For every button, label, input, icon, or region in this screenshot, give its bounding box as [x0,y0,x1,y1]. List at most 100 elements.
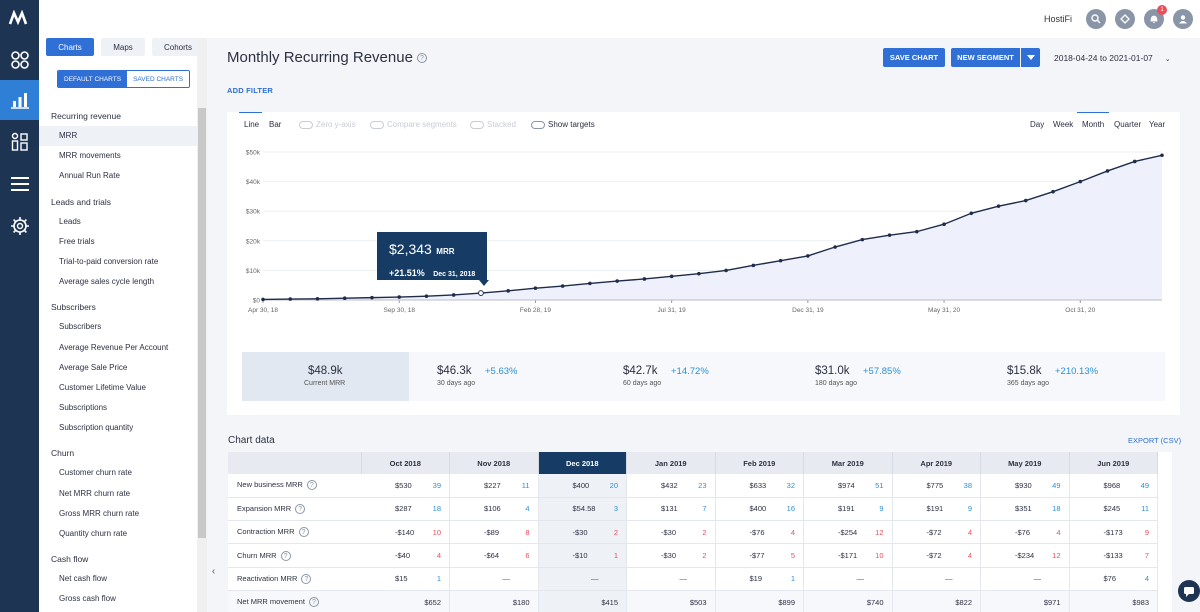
table-cell[interactable]: $652 [361,590,450,612]
table-cell[interactable]: -$64 6 [449,543,539,568]
data-point[interactable] [370,295,374,300]
data-point[interactable] [478,290,484,296]
table-cell[interactable]: $822 [892,590,981,612]
period-month[interactable]: Month [1077,112,1109,129]
table-cell[interactable]: $245 11 [1069,497,1158,522]
table-cell[interactable]: -$171 10 [803,543,893,568]
stacked-toggle[interactable]: Stacked [470,120,516,129]
tab-charts[interactable]: Charts [46,38,94,56]
list-icon[interactable] [0,164,39,204]
sidebar-item[interactable]: Net cash flow [59,574,108,584]
help-icon[interactable]: ? [298,527,309,538]
sidebar-scrollbar[interactable] [197,38,207,612]
table-cell[interactable]: -$30 2 [626,543,716,568]
save-chart-button[interactable]: SAVE CHART [883,48,945,67]
period-quarter[interactable]: Quarter [1114,120,1142,129]
help-icon[interactable]: ? [416,53,427,64]
show-targets-toggle[interactable]: Show targets [531,120,595,129]
table-cell[interactable]: -$40 4 [361,543,450,568]
column-header[interactable]: Oct 2018 [361,452,450,474]
table-cell[interactable]: $15 1 [361,567,450,591]
data-point[interactable] [424,294,429,298]
data-point[interactable] [669,274,674,279]
period-year[interactable]: Year [1149,120,1166,129]
table-cell[interactable]: $400 16 [715,497,804,522]
sidebar-item[interactable]: Subscription quantity [59,423,134,433]
table-cell[interactable]: $400 20 [538,474,627,498]
table-cell[interactable]: $227 11 [449,474,539,498]
table-cell[interactable]: -$72 4 [892,543,981,568]
data-point[interactable] [969,211,974,216]
data-point[interactable] [860,237,865,242]
column-header[interactable]: Jun 2019 [1069,452,1158,474]
table-cell[interactable]: -$133 7 [1069,543,1158,568]
column-header[interactable]: Mar 2019 [803,452,893,474]
data-point[interactable] [588,281,592,286]
data-point[interactable] [642,277,647,281]
table-cell[interactable]: — [803,567,893,591]
chart-type-line[interactable]: Line [239,112,262,129]
sidebar-item[interactable]: Annual Run Rate [59,171,120,181]
table-cell[interactable]: $131 7 [626,497,716,522]
help-icon[interactable]: ? [295,503,306,514]
sidebar-item[interactable]: Average Sale Price [59,362,128,372]
data-point[interactable] [615,279,619,283]
table-cell[interactable]: -$72 4 [892,520,981,545]
sidebar-item[interactable]: MRR [39,126,197,147]
table-cell[interactable]: -$173 9 [1069,520,1158,545]
table-cell[interactable]: $530 39 [361,474,450,498]
sidebar-item[interactable]: Gross MRR churn rate [59,508,140,518]
sidebar-item[interactable]: MRR movements [59,151,121,161]
table-cell[interactable]: $740 [803,590,893,612]
search-icon[interactable] [1086,9,1106,29]
data-point[interactable] [342,296,347,301]
data-point[interactable] [533,286,538,290]
sidebar-item[interactable]: Average sales cycle length [59,277,155,287]
column-header[interactable]: Dec 2018 [538,452,627,474]
data-point[interactable] [1160,153,1164,158]
account-name[interactable]: HostiFi [1043,14,1072,24]
chart-type-bar[interactable]: Bar [269,120,282,129]
table-cell[interactable]: -$76 4 [980,520,1070,545]
bell-icon[interactable]: 1 [1144,5,1167,29]
data-point[interactable] [915,229,919,234]
logo-icon[interactable] [8,10,32,30]
scrollbar-thumb[interactable] [198,108,206,538]
column-header[interactable]: Nov 2018 [449,452,539,474]
table-cell[interactable]: $415 [538,590,627,612]
table-cell[interactable]: $351 18 [980,497,1070,522]
table-cell[interactable]: $191 9 [892,497,981,522]
data-point[interactable] [261,297,265,302]
sidebar-item[interactable]: Leads [59,216,81,226]
sidebar-item[interactable]: Subscriptions [59,403,108,413]
saved-charts-button[interactable]: SAVED CHARTS [127,71,190,87]
table-cell[interactable]: $974 51 [803,474,893,498]
help-icon[interactable]: ? [308,597,319,608]
table-cell[interactable]: -$10 1 [538,543,627,568]
mrr-line-chart[interactable]: $0 $10k $20k $30k $40k $50k Apr 30, 18 Sep 30, … [227,142,1180,352]
table-cell[interactable]: $106 4 [449,497,539,522]
sidebar-item[interactable]: Quantity churn rate [59,529,128,538]
tab-maps[interactable]: Maps [101,38,145,56]
collapse-sidebar-chevron-icon[interactable]: ‹ [211,566,216,577]
location-icon[interactable] [1115,9,1135,29]
data-point[interactable] [724,268,728,273]
data-point[interactable] [1051,189,1055,194]
table-cell[interactable]: — [626,567,716,591]
period-day[interactable]: Day [1030,120,1045,129]
table-cell[interactable]: $180 [449,590,539,612]
help-icon[interactable]: ? [301,573,312,584]
data-point[interactable] [833,245,837,249]
sidebar-item[interactable]: Free trials [59,236,95,246]
help-icon[interactable]: ? [306,480,317,491]
help-icon[interactable]: ? [280,550,291,561]
column-header[interactable]: May 2019 [980,452,1070,474]
sidebar-item[interactable]: Customer Lifetime Value [59,382,146,392]
sidebar-item[interactable]: Customer churn rate [59,468,132,478]
settings-gear-icon[interactable] [0,206,39,246]
table-cell[interactable]: $930 49 [980,474,1070,498]
data-point[interactable] [506,289,510,293]
table-cell[interactable]: -$76 4 [715,520,804,545]
data-point[interactable] [1078,179,1083,184]
column-header[interactable]: Jan 2019 [626,452,716,474]
